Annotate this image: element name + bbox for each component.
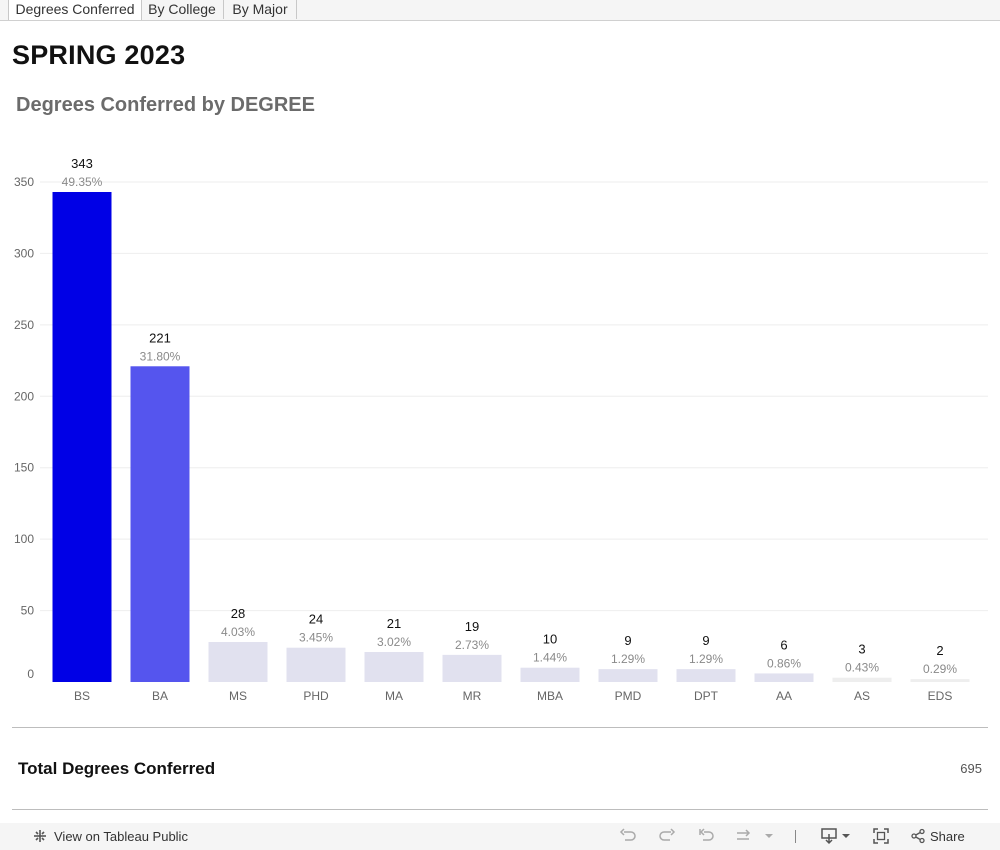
bar-value-label: 9 [624,633,631,648]
bar-value-label: 2 [936,643,943,658]
chevron-down-icon[interactable] [841,831,851,841]
bar [520,667,580,682]
bar-percent-label: 0.43% [845,661,879,675]
divider [12,727,988,728]
x-tick-label: MS [229,689,247,703]
y-tick-label: 150 [14,461,34,475]
bar-value-label: 21 [387,616,401,631]
bar [832,677,892,682]
view-on-tableau-public-link[interactable]: View on Tableau Public [32,828,188,844]
total-degrees-value: 695 [960,761,982,776]
x-tick-label: BS [74,689,90,703]
tab-by-college[interactable]: By College [141,0,224,19]
x-tick-label: EDS [928,689,953,703]
bar [364,652,424,682]
share-icon [911,828,925,844]
bar-percent-label: 31.80% [140,349,181,363]
bar-value-label: 221 [149,330,171,345]
divider [12,809,988,810]
y-tick-label: 350 [14,175,34,189]
x-tick-label: AA [776,689,792,703]
x-tick-label: AS [854,689,870,703]
bar-percent-label: 49.35% [62,175,103,189]
y-tick-label: 50 [21,604,35,618]
bar-value-label: 10 [543,632,557,647]
y-tick-label: 0 [27,667,34,681]
bar [208,642,268,682]
x-tick-label: PMD [615,689,642,703]
bar-percent-label: 2.73% [455,638,489,652]
x-tick-label: MR [463,689,482,703]
bar-value-label: 9 [702,633,709,648]
bar-value-label: 24 [309,612,323,627]
y-tick-label: 250 [14,318,34,332]
degrees-bar-chart: 05010015020025030035034349.35%BS22131.80… [14,156,988,703]
redo-icon[interactable] [658,827,676,845]
revert-icon[interactable] [697,827,715,845]
bar [676,669,736,682]
bar [754,673,814,682]
bar-percent-label: 4.03% [221,625,255,639]
download-icon[interactable] [820,827,840,845]
fullscreen-icon[interactable] [872,827,890,845]
bar-value-label: 6 [780,637,787,652]
tableau-logo-icon [34,830,46,842]
bar [910,679,970,682]
x-tick-label: MBA [537,689,563,703]
bar-percent-label: 0.86% [767,656,801,670]
chevron-down-icon[interactable] [764,831,774,841]
bar-percent-label: 1.29% [611,652,645,666]
x-tick-label: PHD [303,689,329,703]
tab-by-major[interactable]: By Major [224,0,297,19]
bar [52,192,112,682]
bar-percent-label: 3.02% [377,635,411,649]
share-button[interactable]: Share [910,828,965,844]
total-degrees-label: Total Degrees Conferred [18,759,216,778]
page-title: SPRING 2023 [12,40,186,70]
bar-percent-label: 1.29% [689,652,723,666]
bar-percent-label: 3.45% [299,631,333,645]
bar-value-label: 3 [858,642,865,657]
share-label: Share [930,829,965,844]
x-tick-label: DPT [694,689,719,703]
chart-title: Degrees Conferred by DEGREE [16,94,315,116]
bar-value-label: 343 [71,156,93,171]
x-tick-label: MA [385,689,403,703]
undo-icon[interactable] [619,827,637,845]
toolbar-separator [795,830,796,843]
bar [598,669,658,682]
bar [286,647,346,682]
bar-value-label: 19 [465,619,479,634]
y-tick-label: 100 [14,532,34,546]
toolbar-footer: View on Tableau Public Share [0,823,1000,850]
bar-value-label: 28 [231,606,245,621]
y-tick-label: 200 [14,389,34,403]
tab-degrees-conferred[interactable]: Degrees Conferred [8,0,142,20]
y-tick-label: 300 [14,246,34,260]
bar [442,654,502,682]
bar-percent-label: 1.44% [533,651,567,665]
tab-bar: Degrees Conferred By College By Major [0,0,1000,21]
view-on-tableau-public-label: View on Tableau Public [54,829,188,844]
bar [130,366,190,682]
x-tick-label: BA [152,689,168,703]
bar-percent-label: 0.29% [923,662,957,676]
refresh-icon[interactable] [734,827,754,845]
